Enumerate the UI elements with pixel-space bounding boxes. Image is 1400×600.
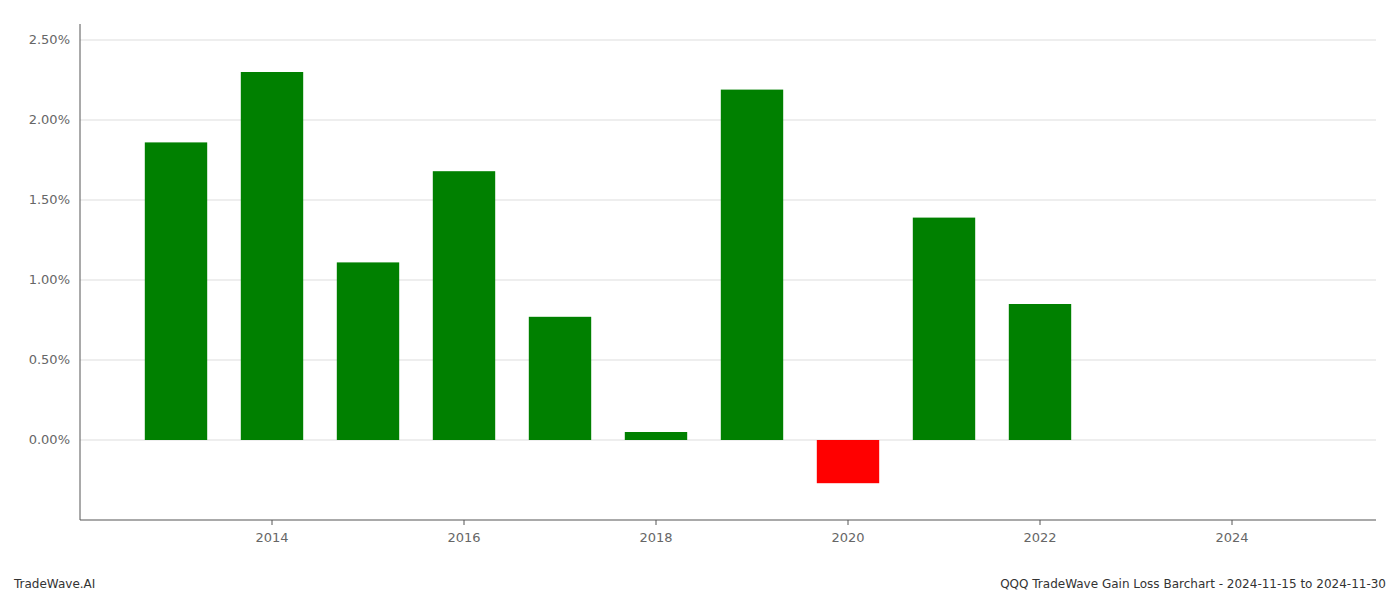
x-tick-label: 2022: [1023, 530, 1056, 545]
y-tick-label: 1.50%: [29, 192, 70, 207]
bar: [913, 218, 975, 440]
x-tick: [1040, 520, 1041, 525]
x-tick: [1232, 520, 1233, 525]
bar: [529, 317, 591, 440]
y-tick-label: 2.50%: [29, 32, 70, 47]
grid-line: [80, 40, 1376, 41]
y-tick-label: 2.00%: [29, 112, 70, 127]
chart-svg: 0.00%0.50%1.00%1.50%2.00%2.50%2014201620…: [0, 0, 1400, 600]
x-tick: [272, 520, 273, 525]
x-tick-label: 2016: [447, 530, 480, 545]
bar: [145, 142, 207, 440]
x-tick-label: 2018: [639, 530, 672, 545]
chart-container: 0.00%0.50%1.00%1.50%2.00%2.50%2014201620…: [0, 0, 1400, 600]
footer-text: TradeWave.AI: [13, 577, 95, 591]
bar: [433, 171, 495, 440]
y-tick-label: 1.00%: [29, 272, 70, 287]
footer-text: QQQ TradeWave Gain Loss Barchart - 2024-…: [1000, 577, 1386, 591]
x-axis-line: [80, 520, 1376, 521]
y-tick-label: 0.00%: [29, 432, 70, 447]
x-tick-labels: 2014 2016 2018 2020 2022 2024: [255, 520, 1248, 545]
x-tick-label: 2014: [255, 530, 288, 545]
bar: [1009, 304, 1071, 440]
x-tick-label: 2020: [831, 530, 864, 545]
bars: [145, 72, 1071, 483]
bar: [721, 90, 783, 440]
x-tick-label: 2024: [1215, 530, 1248, 545]
y-grid: [80, 40, 1376, 440]
y-tick-labels: 0.00% 0.50% 1.00% 1.50% 2.00% 2.50%: [29, 32, 70, 447]
bar: [337, 262, 399, 440]
y-axis-line: [80, 24, 81, 520]
y-tick-label: 0.50%: [29, 352, 70, 367]
bar: [817, 440, 879, 483]
x-tick: [464, 520, 465, 525]
x-tick: [848, 520, 849, 525]
bar: [241, 72, 303, 440]
bar: [625, 432, 687, 440]
x-tick: [656, 520, 657, 525]
